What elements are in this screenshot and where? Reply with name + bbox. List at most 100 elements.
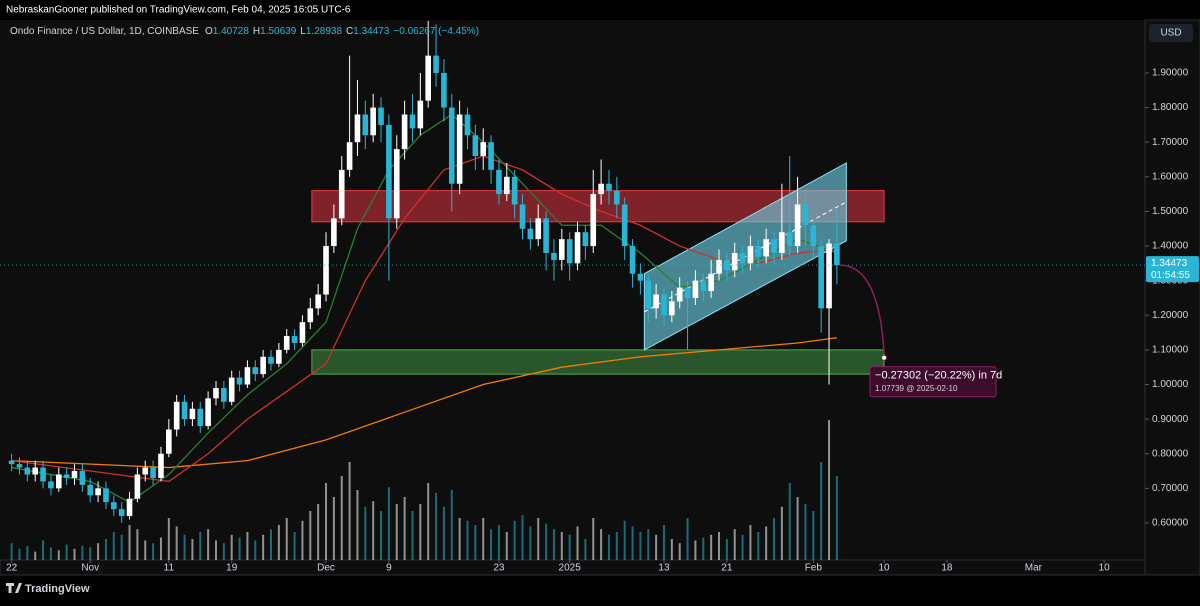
volume-bar bbox=[427, 483, 430, 560]
candle-body bbox=[582, 232, 589, 247]
volume-bar bbox=[623, 520, 626, 560]
y-tick-label: 1.40000 bbox=[1152, 241, 1189, 252]
x-tick-label: 23 bbox=[493, 563, 505, 574]
volume-bar bbox=[765, 526, 768, 560]
volume-bar bbox=[112, 532, 115, 560]
x-tick-label: 11 bbox=[164, 563, 175, 574]
legend-letter: C bbox=[346, 26, 353, 37]
price-tag bbox=[1146, 256, 1199, 283]
legend-value: 1.28938 bbox=[306, 26, 343, 37]
candle-body bbox=[409, 114, 416, 129]
volume-bar bbox=[474, 525, 477, 560]
x-tick-label: 10 bbox=[878, 563, 890, 574]
volume-bar bbox=[136, 529, 139, 560]
candle-body bbox=[299, 322, 306, 343]
candle-body bbox=[637, 273, 644, 281]
candle-body bbox=[559, 239, 565, 260]
candle-body bbox=[645, 280, 652, 309]
volume-bar bbox=[804, 504, 807, 560]
candle-body bbox=[700, 280, 707, 292]
candle-body bbox=[456, 114, 463, 184]
x-tick-label: 18 bbox=[941, 563, 953, 574]
volume-bar bbox=[387, 487, 390, 560]
candle-body bbox=[244, 367, 251, 385]
candle-body bbox=[551, 252, 557, 260]
volume-bar bbox=[733, 529, 736, 560]
candle-body bbox=[684, 287, 691, 298]
volume-bar bbox=[694, 540, 697, 560]
volume-bar bbox=[584, 539, 587, 560]
volume-bar bbox=[835, 476, 838, 560]
candle-body bbox=[79, 471, 86, 485]
volume-bar bbox=[560, 532, 563, 560]
candle-body bbox=[464, 114, 471, 136]
candle-body bbox=[488, 142, 494, 170]
volume-bar bbox=[812, 511, 815, 560]
candle-body bbox=[590, 194, 597, 247]
candle-body bbox=[331, 218, 337, 247]
volume-bar bbox=[309, 511, 312, 560]
candle-body bbox=[771, 239, 777, 253]
candle-body bbox=[118, 509, 125, 517]
candle-body bbox=[346, 142, 353, 170]
y-tick-label: 1.10000 bbox=[1152, 345, 1189, 356]
candle-body bbox=[606, 183, 612, 191]
volume-bar bbox=[718, 532, 721, 560]
candle-body bbox=[189, 408, 196, 420]
candle-body bbox=[566, 239, 573, 264]
volume-bar bbox=[757, 532, 760, 560]
volume-bar bbox=[820, 462, 823, 560]
volume-bar bbox=[419, 504, 422, 560]
volume-bar bbox=[144, 540, 147, 560]
candle-body bbox=[71, 471, 78, 478]
x-tick-label: 10 bbox=[1099, 563, 1111, 574]
volume-bar bbox=[725, 539, 728, 560]
volume-bar bbox=[592, 518, 595, 560]
volume-bar bbox=[678, 543, 681, 560]
volume-bar bbox=[466, 520, 469, 560]
volume-bar bbox=[57, 550, 60, 560]
candle-body bbox=[103, 488, 109, 503]
x-tick-label: 9 bbox=[386, 563, 392, 574]
volume-bar bbox=[238, 537, 241, 560]
volume-bar bbox=[10, 543, 13, 560]
currency[interactable]: USD bbox=[1160, 28, 1181, 39]
candle-body bbox=[472, 135, 479, 157]
candle-body bbox=[543, 218, 549, 253]
candle-body bbox=[228, 377, 235, 402]
candle-body bbox=[386, 124, 392, 219]
candle-body bbox=[268, 356, 274, 364]
volume-bar bbox=[199, 532, 202, 560]
candle-body bbox=[111, 502, 117, 510]
candle-body bbox=[708, 273, 714, 292]
candle-body bbox=[621, 204, 628, 247]
volume-bar bbox=[568, 534, 571, 560]
candle-body bbox=[307, 308, 314, 323]
volume-bar bbox=[780, 506, 783, 560]
candle-body bbox=[166, 429, 172, 454]
volume-bar bbox=[317, 504, 320, 560]
volume-bar bbox=[655, 534, 658, 560]
candle-body bbox=[755, 246, 762, 257]
plot: −0.27302 (−20.22%) in 7d 1.07739 @ 2025-0… bbox=[0, 21, 1145, 560]
candle-body bbox=[511, 176, 518, 205]
candle-body bbox=[150, 467, 156, 478]
volume-bar bbox=[647, 529, 650, 560]
currency-button[interactable] bbox=[1149, 24, 1193, 42]
volume-bar bbox=[497, 525, 500, 560]
legend-value: 1.34473 bbox=[353, 26, 390, 37]
volume-bar bbox=[521, 515, 524, 560]
volume-bar bbox=[372, 501, 375, 560]
candle-body bbox=[40, 467, 46, 482]
candle-body bbox=[158, 453, 164, 478]
volume-bar bbox=[670, 539, 673, 560]
candle-body bbox=[87, 484, 94, 496]
legend-letter: H bbox=[253, 26, 260, 37]
candle-body bbox=[197, 408, 204, 427]
volume-bar bbox=[458, 518, 461, 560]
candle-body bbox=[338, 169, 345, 219]
volume-bar bbox=[34, 551, 37, 560]
volume-bar bbox=[81, 546, 84, 560]
